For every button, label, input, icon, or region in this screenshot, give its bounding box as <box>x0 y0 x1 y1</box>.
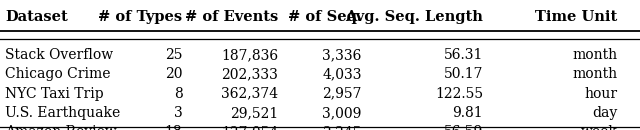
Text: 56.31: 56.31 <box>444 48 483 62</box>
Text: 56.59: 56.59 <box>444 125 483 130</box>
Text: 362,374: 362,374 <box>221 87 278 101</box>
Text: # of Seq.: # of Seq. <box>288 10 362 24</box>
Text: day: day <box>593 106 618 120</box>
Text: 50.17: 50.17 <box>444 67 483 82</box>
Text: hour: hour <box>584 87 618 101</box>
Text: 9.81: 9.81 <box>452 106 483 120</box>
Text: 202,333: 202,333 <box>221 67 278 82</box>
Text: month: month <box>572 48 618 62</box>
Text: Amazon Review: Amazon Review <box>5 125 117 130</box>
Text: Stack Overflow: Stack Overflow <box>5 48 113 62</box>
Text: 187,836: 187,836 <box>221 48 278 62</box>
Text: 8: 8 <box>173 87 182 101</box>
Text: 4,033: 4,033 <box>322 67 362 82</box>
Text: # of Events: # of Events <box>185 10 278 24</box>
Text: 3,336: 3,336 <box>322 48 362 62</box>
Text: NYC Taxi Trip: NYC Taxi Trip <box>5 87 104 101</box>
Text: Avg. Seq. Length: Avg. Seq. Length <box>346 10 483 24</box>
Text: # of Types: # of Types <box>99 10 182 24</box>
Text: month: month <box>572 67 618 82</box>
Text: Dataset: Dataset <box>5 10 68 24</box>
Text: 122.55: 122.55 <box>435 87 483 101</box>
Text: 18: 18 <box>164 125 182 130</box>
Text: 2,957: 2,957 <box>322 87 362 101</box>
Text: 25: 25 <box>165 48 182 62</box>
Text: week: week <box>580 125 618 130</box>
Text: 3,009: 3,009 <box>322 106 362 120</box>
Text: 127,054: 127,054 <box>221 125 278 130</box>
Text: 29,521: 29,521 <box>230 106 278 120</box>
Text: U.S. Earthquake: U.S. Earthquake <box>5 106 120 120</box>
Text: 3: 3 <box>173 106 182 120</box>
Text: 20: 20 <box>165 67 182 82</box>
Text: Chicago Crime: Chicago Crime <box>5 67 111 82</box>
Text: 2,245: 2,245 <box>322 125 362 130</box>
Text: Time Unit: Time Unit <box>535 10 618 24</box>
